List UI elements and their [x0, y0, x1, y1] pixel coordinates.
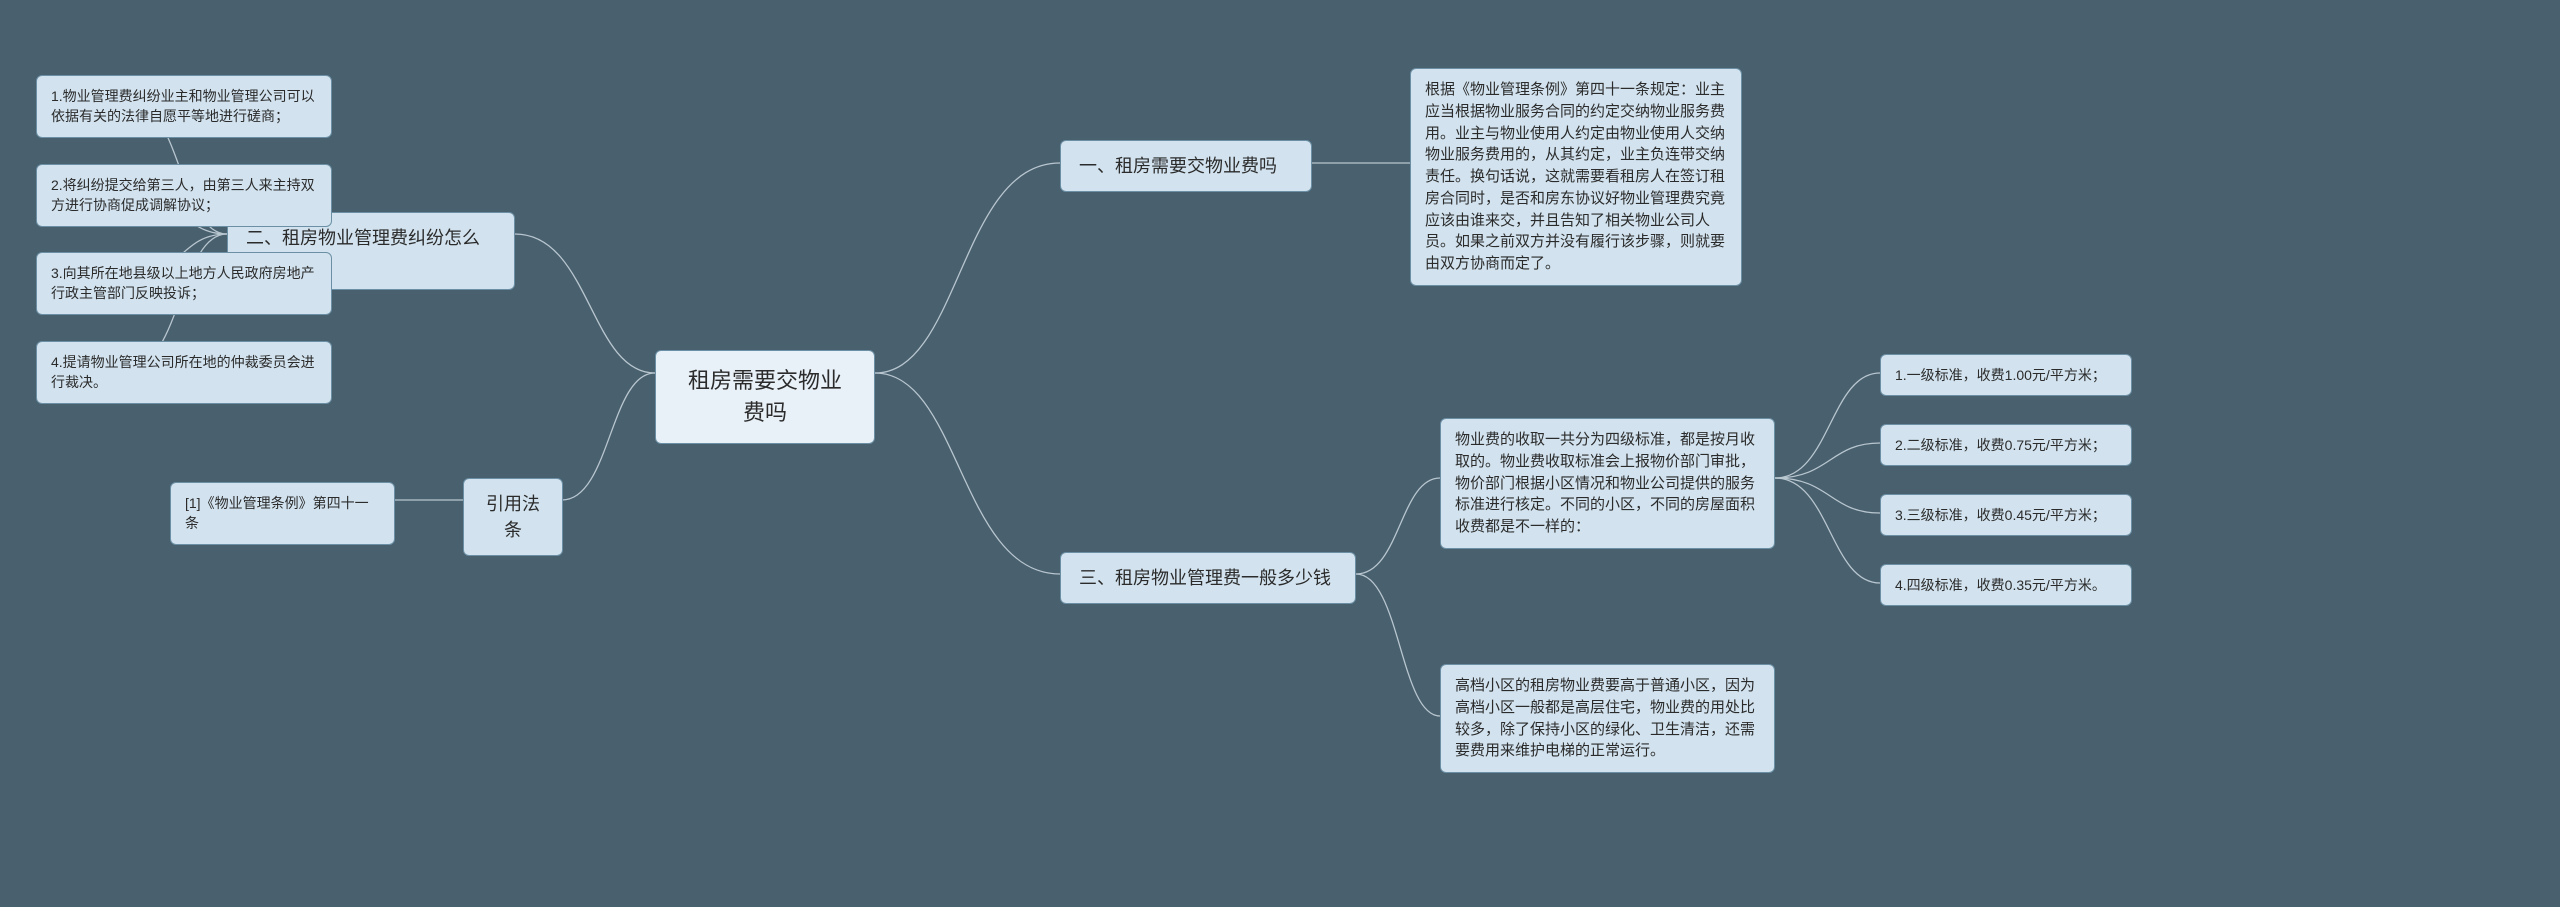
- branch-3[interactable]: 三、租房物业管理费一般多少钱: [1060, 552, 1356, 604]
- level-1[interactable]: 1.一级标准，收费1.00元/平方米；: [1880, 354, 2132, 396]
- level-4[interactable]: 4.四级标准，收费0.35元/平方米。: [1880, 564, 2132, 606]
- level-2[interactable]: 2.二级标准，收费0.75元/平方米；: [1880, 424, 2132, 466]
- level-3[interactable]: 3.三级标准，收费0.45元/平方米；: [1880, 494, 2132, 536]
- branch-3-detail-b[interactable]: 高档小区的租房物业费要高于普通小区，因为高档小区一般都是高层住宅，物业费的用处比…: [1440, 664, 1775, 773]
- branch-3-detail-a[interactable]: 物业费的收取一共分为四级标准，都是按月收取的。物业费收取标准会上报物价部门审批，…: [1440, 418, 1775, 549]
- branch-2-item-2[interactable]: 2.将纠纷提交给第三人，由第三人来主持双方进行协商促成调解协议；: [36, 164, 332, 227]
- branch-cite[interactable]: 引用法条: [463, 478, 563, 556]
- cite-item[interactable]: [1]《物业管理条例》第四十一条: [170, 482, 395, 545]
- branch-1-detail[interactable]: 根据《物业管理条例》第四十一条规定：业主应当根据物业服务合同的约定交纳物业服务费…: [1410, 68, 1742, 286]
- branch-2-item-4[interactable]: 4.提请物业管理公司所在地的仲裁委员会进行裁决。: [36, 341, 332, 404]
- branch-2-item-3[interactable]: 3.向其所在地县级以上地方人民政府房地产行政主管部门反映投诉；: [36, 252, 332, 315]
- mindmap-edges: [0, 0, 2560, 907]
- branch-1[interactable]: 一、租房需要交物业费吗: [1060, 140, 1312, 192]
- root-node[interactable]: 租房需要交物业费吗: [655, 350, 875, 444]
- branch-2-item-1[interactable]: 1.物业管理费纠纷业主和物业管理公司可以依据有关的法律自愿平等地进行磋商；: [36, 75, 332, 138]
